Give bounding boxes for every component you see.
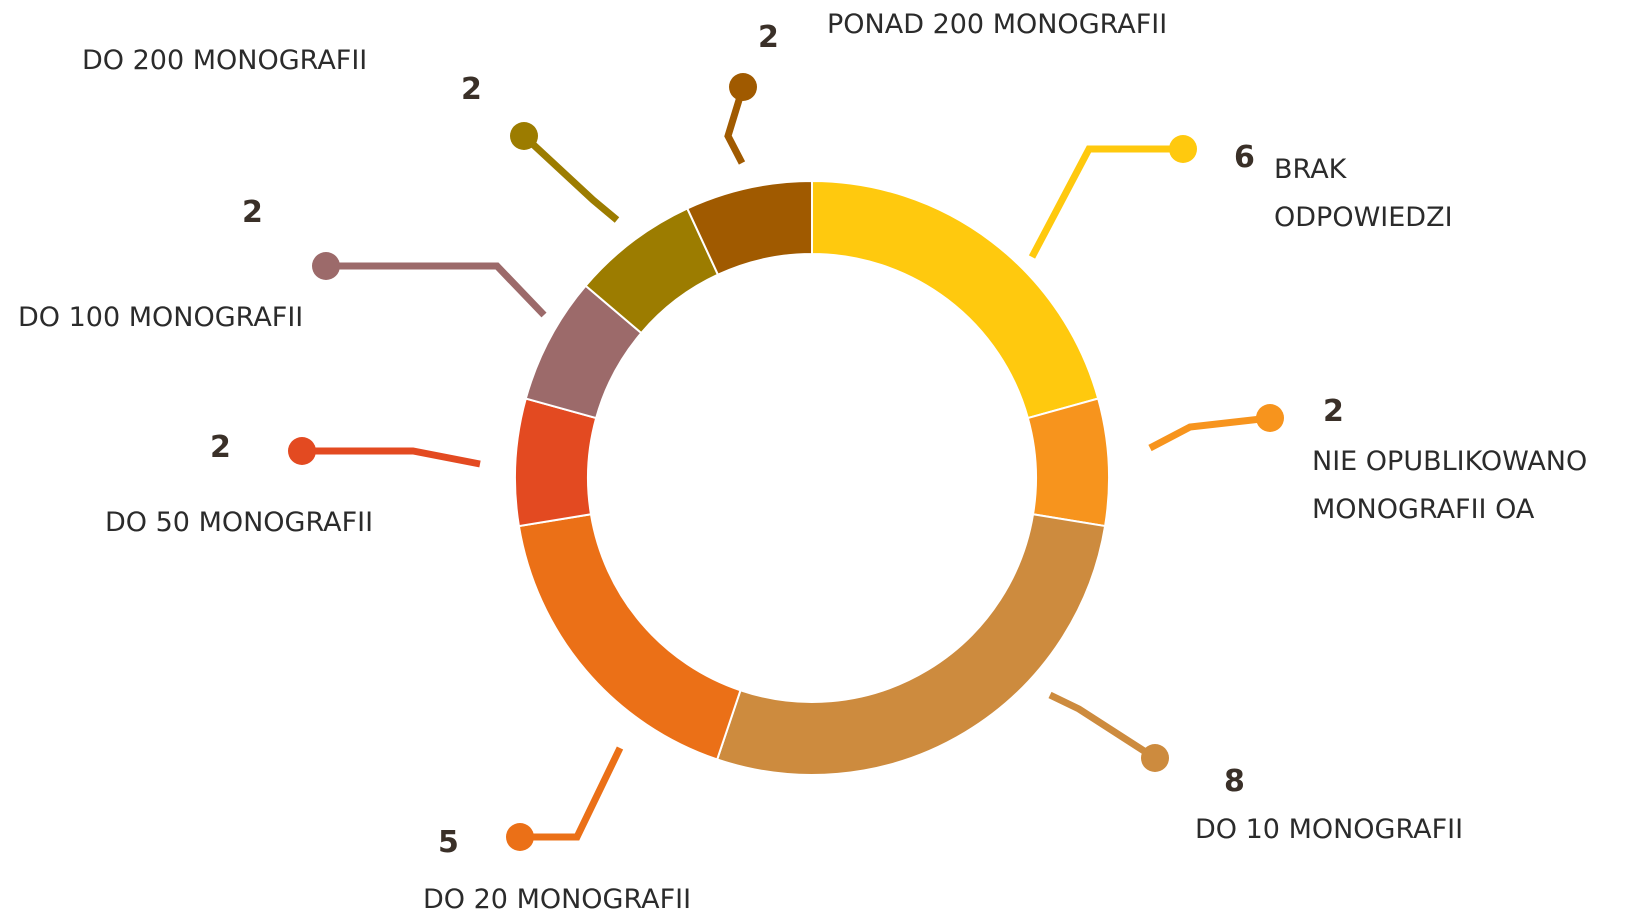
category-label: DO 10 MONOGRAFII bbox=[1195, 814, 1464, 845]
leader-dot bbox=[510, 122, 538, 150]
leader-line bbox=[520, 746, 624, 841]
data-label: 2 bbox=[242, 195, 263, 230]
leader-line bbox=[302, 447, 481, 468]
data-label: 2 bbox=[1323, 394, 1344, 429]
data-label: 2 bbox=[461, 72, 482, 107]
data-label: 6 bbox=[1234, 140, 1255, 175]
data-label: 8 bbox=[1224, 764, 1245, 799]
data-label: 5 bbox=[438, 825, 459, 860]
leader-line bbox=[1048, 691, 1157, 761]
donut-segment bbox=[514, 397, 598, 528]
leader-dot bbox=[729, 73, 757, 101]
leader-line bbox=[1028, 145, 1183, 259]
leader-dot bbox=[506, 823, 534, 851]
category-label: DO 50 MONOGRAFII bbox=[105, 507, 374, 538]
leader-line bbox=[521, 133, 620, 223]
leader-dot bbox=[1169, 135, 1197, 163]
leader-line bbox=[724, 85, 747, 165]
category-label: DO 20 MONOGRAFII bbox=[423, 884, 692, 915]
data-label: 2 bbox=[210, 430, 231, 465]
donut-segment bbox=[715, 513, 1107, 776]
category-label: DO 200 MONOGRAFII bbox=[82, 45, 368, 76]
category-label: NIE OPUBLIKOWANO MONOGRAFII OA bbox=[1312, 446, 1588, 525]
leader-dot bbox=[312, 252, 340, 280]
leader-line bbox=[1148, 414, 1271, 452]
donut-segment bbox=[1026, 397, 1110, 528]
leader-line bbox=[326, 262, 547, 318]
data-label: 2 bbox=[758, 20, 779, 55]
category-label: BRAK ODPOWIEDZI bbox=[1274, 154, 1453, 233]
donut-segment bbox=[517, 513, 742, 761]
leader-dot bbox=[288, 437, 316, 465]
category-label: PONAD 200 MONOGRAFII bbox=[827, 9, 1168, 40]
donut-segment bbox=[685, 179, 813, 277]
leader-dot bbox=[1256, 404, 1284, 432]
leader-dot bbox=[1141, 744, 1169, 772]
category-label: DO 100 MONOGRAFII bbox=[18, 302, 304, 333]
